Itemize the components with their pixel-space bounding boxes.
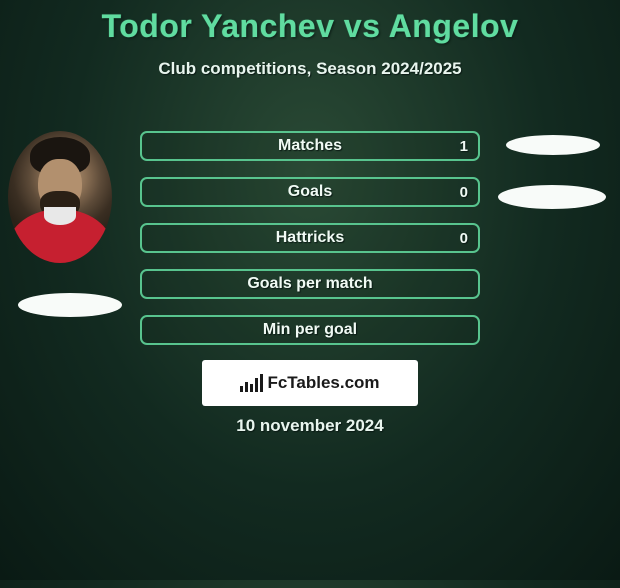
stat-label: Min per goal xyxy=(263,321,357,339)
bar-chart-icon xyxy=(240,374,263,392)
stat-label: Matches xyxy=(278,137,342,155)
stat-value-left: 0 xyxy=(460,184,468,201)
branding-badge: FcTables.com xyxy=(202,360,418,406)
stat-label: Goals xyxy=(288,183,332,201)
stat-label: Hattricks xyxy=(276,229,344,247)
stat-row-goals-per-match: Goals per match xyxy=(140,269,480,299)
stat-row-goals: Goals 0 xyxy=(140,177,480,207)
player-right-marker-1 xyxy=(506,135,600,155)
page-title: Todor Yanchev vs Angelov xyxy=(0,8,620,45)
stats-table: Matches 1 Goals 0 Hattricks 0 Goals per … xyxy=(140,131,480,361)
stat-value-left: 0 xyxy=(460,230,468,247)
player-left-name-pill xyxy=(18,293,122,317)
player-right-marker-2 xyxy=(498,185,606,209)
avatar-image xyxy=(8,131,112,263)
player-left-avatar xyxy=(8,131,112,263)
stat-label: Goals per match xyxy=(247,275,372,293)
branding-text: FcTables.com xyxy=(267,373,379,393)
stat-row-min-per-goal: Min per goal xyxy=(140,315,480,345)
date-stamp: 10 november 2024 xyxy=(0,416,620,436)
stat-row-matches: Matches 1 xyxy=(140,131,480,161)
stat-value-left: 1 xyxy=(460,138,468,155)
page-subtitle: Club competitions, Season 2024/2025 xyxy=(0,59,620,79)
stat-row-hattricks: Hattricks 0 xyxy=(140,223,480,253)
